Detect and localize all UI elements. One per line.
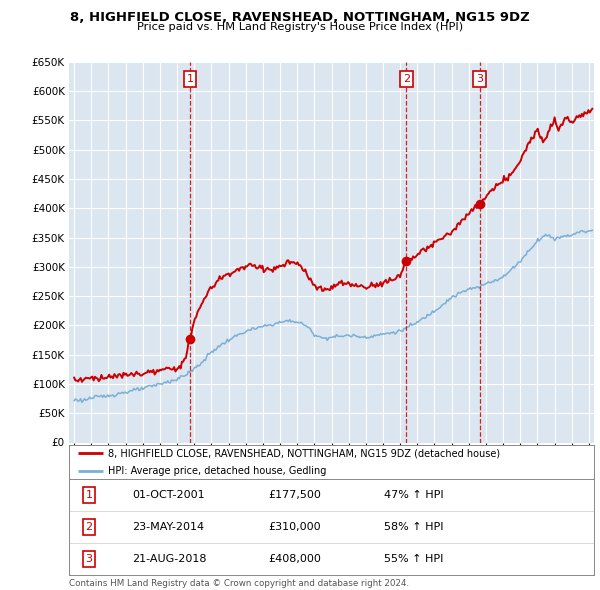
Text: 3: 3 (85, 554, 92, 563)
Text: 1: 1 (187, 74, 193, 84)
Text: £408,000: £408,000 (269, 554, 322, 563)
Text: 2: 2 (403, 74, 410, 84)
Text: £310,000: £310,000 (269, 522, 321, 532)
Text: 47% ↑ HPI: 47% ↑ HPI (384, 490, 443, 500)
Text: £177,500: £177,500 (269, 490, 322, 500)
Text: 8, HIGHFIELD CLOSE, RAVENSHEAD, NOTTINGHAM, NG15 9DZ: 8, HIGHFIELD CLOSE, RAVENSHEAD, NOTTINGH… (70, 11, 530, 24)
Text: 55% ↑ HPI: 55% ↑ HPI (384, 554, 443, 563)
Text: 2: 2 (85, 522, 92, 532)
Text: 01-OCT-2001: 01-OCT-2001 (132, 490, 205, 500)
Text: 3: 3 (476, 74, 483, 84)
Text: 23-MAY-2014: 23-MAY-2014 (132, 522, 204, 532)
Text: HPI: Average price, detached house, Gedling: HPI: Average price, detached house, Gedl… (109, 466, 327, 476)
Text: Price paid vs. HM Land Registry's House Price Index (HPI): Price paid vs. HM Land Registry's House … (137, 22, 463, 32)
Text: 8, HIGHFIELD CLOSE, RAVENSHEAD, NOTTINGHAM, NG15 9DZ (detached house): 8, HIGHFIELD CLOSE, RAVENSHEAD, NOTTINGH… (109, 448, 500, 458)
Text: 21-AUG-2018: 21-AUG-2018 (132, 554, 206, 563)
Text: 58% ↑ HPI: 58% ↑ HPI (384, 522, 443, 532)
Text: Contains HM Land Registry data © Crown copyright and database right 2024.: Contains HM Land Registry data © Crown c… (69, 579, 409, 588)
Text: 1: 1 (85, 490, 92, 500)
